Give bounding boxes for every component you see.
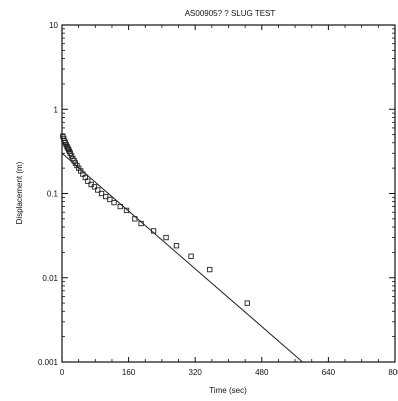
y-tick-label: 0.1 <box>47 190 59 199</box>
data-point <box>207 266 213 273</box>
y-axis-title: Displacement (m) <box>15 161 24 224</box>
x-tick-label: 480 <box>255 368 269 377</box>
data-point <box>64 143 70 150</box>
y-axis: 10 1 0.1 0.01 0.001 <box>38 21 395 367</box>
data-point <box>123 207 130 214</box>
data-point <box>91 184 98 190</box>
data-point <box>103 193 109 200</box>
y-tick-label: 1 <box>54 105 59 114</box>
fit-line-group <box>61 152 303 363</box>
x-tick-label: 0 <box>60 368 65 377</box>
data-points <box>60 133 250 306</box>
data-point <box>138 220 144 227</box>
data-point <box>65 145 71 151</box>
data-point <box>132 216 138 222</box>
x-axis: 0 160 320 480 640 800 <box>60 25 398 377</box>
data-point <box>66 147 72 153</box>
data-point <box>111 199 117 206</box>
plot-frame <box>61 24 396 363</box>
x-axis-title: Time (sec) <box>209 386 247 395</box>
data-point <box>95 187 101 193</box>
y-tick-label: 0.01 <box>42 274 58 283</box>
y-tick-label: 0.001 <box>38 358 59 367</box>
x-tick-label: 800 <box>388 368 398 377</box>
data-point <box>117 203 123 210</box>
fit-line <box>61 152 303 363</box>
x-tick-label: 320 <box>189 368 203 377</box>
data-point <box>188 253 194 259</box>
data-point <box>163 234 169 241</box>
y-tick-label: 10 <box>49 21 58 30</box>
data-point <box>173 243 180 249</box>
data-point <box>85 178 91 184</box>
data-point <box>98 190 105 197</box>
x-tick-label: 640 <box>322 368 336 377</box>
chart-title: AS00905? ? SLUG TEST <box>185 9 276 18</box>
data-point <box>150 228 157 234</box>
data-point <box>68 153 75 159</box>
data-point <box>244 300 250 306</box>
data-point <box>107 196 113 203</box>
x-tick-label: 160 <box>122 368 136 377</box>
